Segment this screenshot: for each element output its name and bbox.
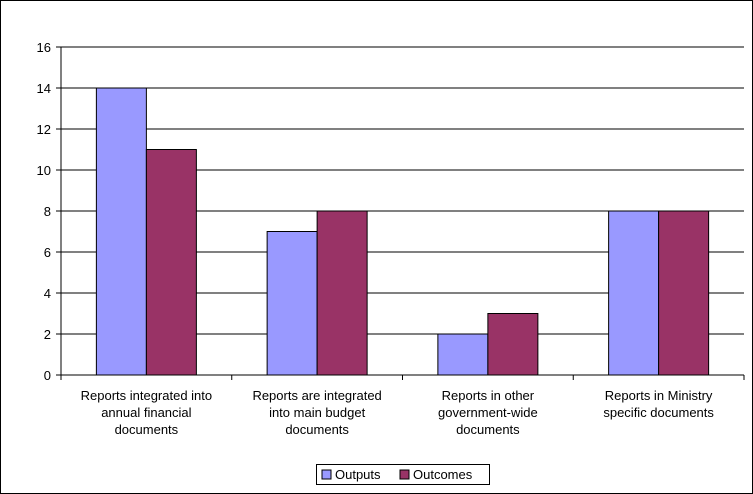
- legend-swatch-outputs: [321, 469, 332, 480]
- bar-outputs-2: [437, 333, 489, 376]
- x-category-label-line: Reports are integrated: [252, 388, 381, 403]
- y-tick-label: 0: [44, 368, 51, 383]
- x-category-label-line: Reports in Ministry: [605, 388, 713, 403]
- y-tick-label: 10: [37, 163, 51, 178]
- x-category-label-line: annual financial: [101, 405, 191, 420]
- bar-outputs-1: [266, 231, 318, 376]
- x-category-label-line: documents: [285, 422, 349, 437]
- y-tick-label: 16: [37, 40, 51, 55]
- y-tick-label: 6: [44, 245, 51, 260]
- x-category-label: Reports integrated into annual financial d…: [81, 388, 213, 437]
- x-category-label-line: documents: [115, 422, 179, 437]
- bar-outputs-0: [95, 87, 147, 376]
- legend-label-outcomes: Outcomes: [413, 467, 473, 482]
- x-category-label: Reports in other government-wide documents: [438, 388, 538, 437]
- x-category-label: Reports in Ministry specific documents: [603, 388, 714, 420]
- bar-outcomes-0: [145, 149, 197, 376]
- y-tick-label: 2: [44, 327, 51, 342]
- bar-outcomes-1: [316, 210, 368, 376]
- y-tick-label: 12: [37, 122, 51, 137]
- x-category-label: Reports are integrated into main budget do…: [252, 388, 381, 437]
- bar-outputs-3: [608, 210, 660, 376]
- x-category-label-line: specific documents: [603, 405, 714, 420]
- x-category-label-line: Reports integrated into: [81, 388, 213, 403]
- x-category-label-line: government-wide: [438, 405, 538, 420]
- y-tick-label: 14: [37, 81, 51, 96]
- y-tick-label: 4: [44, 286, 51, 301]
- x-category-label-line: into main budget: [269, 405, 366, 420]
- y-tick-label: 8: [44, 204, 51, 219]
- legend-swatch-outcomes: [399, 469, 410, 480]
- bar-outcomes-2: [487, 313, 539, 376]
- x-category-label-line: documents: [456, 422, 520, 437]
- x-category-label-line: Reports in other: [442, 388, 535, 403]
- legend-label-outputs: Outputs: [335, 467, 381, 482]
- bar-outcomes-3: [658, 210, 710, 376]
